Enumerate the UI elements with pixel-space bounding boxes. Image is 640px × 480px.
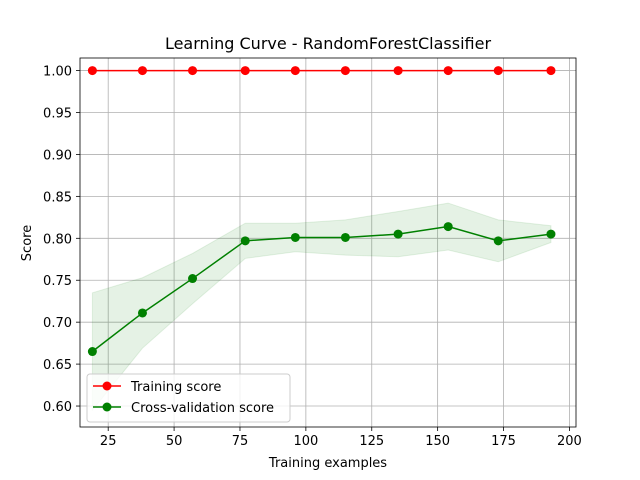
plot-frame xyxy=(79,57,577,428)
y-tick-label: 0.90 xyxy=(43,148,72,163)
y-tick-label: 0.70 xyxy=(43,316,72,331)
data-point xyxy=(493,236,503,246)
data-point xyxy=(290,232,300,242)
data-point xyxy=(393,229,403,239)
x-axis-label: Training examples xyxy=(268,456,387,471)
axis-ticks: 25 50 75 100 125 150 175 200 0.60 0.65 0.70 0.75 0.8… xyxy=(43,65,582,449)
x-tick-label: 125 xyxy=(359,434,384,449)
data-point xyxy=(87,66,97,76)
legend-box xyxy=(86,373,291,423)
data-point xyxy=(188,66,198,76)
data-point xyxy=(340,66,350,76)
y-tick-label: 0.60 xyxy=(43,400,72,415)
x-tick-label: 50 xyxy=(166,434,183,449)
data-point xyxy=(546,229,556,239)
data-point xyxy=(443,66,453,76)
y-tick-label: 0.75 xyxy=(43,274,72,289)
data-point xyxy=(493,66,503,76)
y-tick-label: 1.00 xyxy=(43,65,72,80)
legend-swatch-marker xyxy=(102,402,112,412)
y-tick-label: 0.95 xyxy=(43,107,72,122)
data-point xyxy=(546,66,556,76)
x-tick-label: 25 xyxy=(100,434,117,449)
legend-swatch-marker xyxy=(102,381,112,391)
x-tick-label: 200 xyxy=(557,434,582,449)
data-point xyxy=(240,66,250,76)
data-point xyxy=(443,222,453,232)
legend: Training score Cross-validation score xyxy=(86,373,291,423)
legend-label: Cross-validation score xyxy=(131,401,274,416)
x-tick-label: 150 xyxy=(425,434,450,449)
data-point xyxy=(393,66,403,76)
y-tick-label: 0.85 xyxy=(43,190,72,205)
chart-title: Learning Curve - RandomForestClassifier xyxy=(165,34,492,53)
data-point xyxy=(240,236,250,246)
legend-label: Training score xyxy=(130,380,221,395)
x-tick-label: 175 xyxy=(491,434,516,449)
data-point xyxy=(290,66,300,76)
x-tick-label: 75 xyxy=(232,434,249,449)
series-lines xyxy=(87,66,556,357)
y-axis-label: Score xyxy=(20,225,35,261)
std-band-1 xyxy=(91,202,552,412)
data-point xyxy=(340,232,350,242)
data-point xyxy=(137,308,147,318)
data-point xyxy=(188,274,198,284)
x-tick-label: 100 xyxy=(293,434,318,449)
y-tick-label: 0.80 xyxy=(43,232,72,247)
y-tick-label: 0.65 xyxy=(43,358,72,373)
data-point xyxy=(137,66,147,76)
data-point xyxy=(87,347,97,357)
series-line-1 xyxy=(91,225,552,353)
